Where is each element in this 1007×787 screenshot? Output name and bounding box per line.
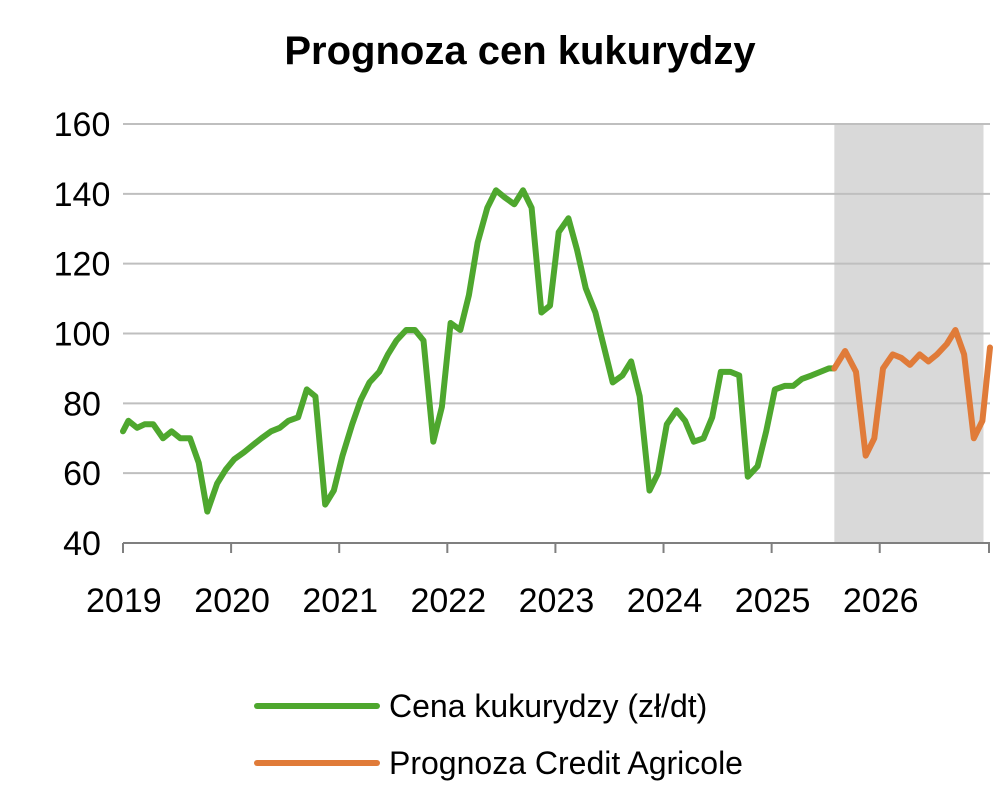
y-tick-label: 40 — [63, 525, 101, 563]
series-line-0 — [120, 187, 838, 515]
y-tick-label: 100 — [54, 316, 111, 354]
x-tick-label: 2022 — [410, 582, 486, 620]
x-axis — [122, 542, 990, 553]
y-tick-label: 140 — [54, 176, 111, 214]
gridlines — [123, 123, 990, 475]
legend: Cena kukurydzy (zł/dt) Prognoza Credit Ag… — [254, 688, 743, 781]
chart-title: Prognoza cen kukurydzy — [284, 29, 756, 73]
x-axis-ticks: 2019 2020 2021 2022 2023 2024 2025 2026 — [86, 582, 919, 620]
x-tick-label: 2026 — [843, 582, 919, 620]
series-line-1 — [831, 327, 993, 459]
y-tick-label: 120 — [54, 246, 111, 284]
x-tick-label: 2023 — [519, 582, 595, 620]
series-lines — [120, 187, 993, 515]
legend-label-0: Cena kukurydzy (zł/dt) — [389, 688, 707, 724]
x-tick-label: 2019 — [86, 582, 162, 620]
legend-label-1: Prognoza Credit Agricole — [389, 745, 743, 781]
x-tick-label: 2021 — [302, 582, 378, 620]
y-tick-label: 160 — [54, 106, 111, 144]
y-tick-label: 80 — [63, 385, 101, 423]
x-tick-label: 2025 — [735, 582, 811, 620]
y-tick-label: 60 — [63, 455, 101, 493]
y-axis-ticks: 40 60 80 100 120 140 160 — [54, 106, 111, 563]
x-tick-label: 2024 — [627, 582, 703, 620]
x-tick-label: 2020 — [194, 582, 270, 620]
